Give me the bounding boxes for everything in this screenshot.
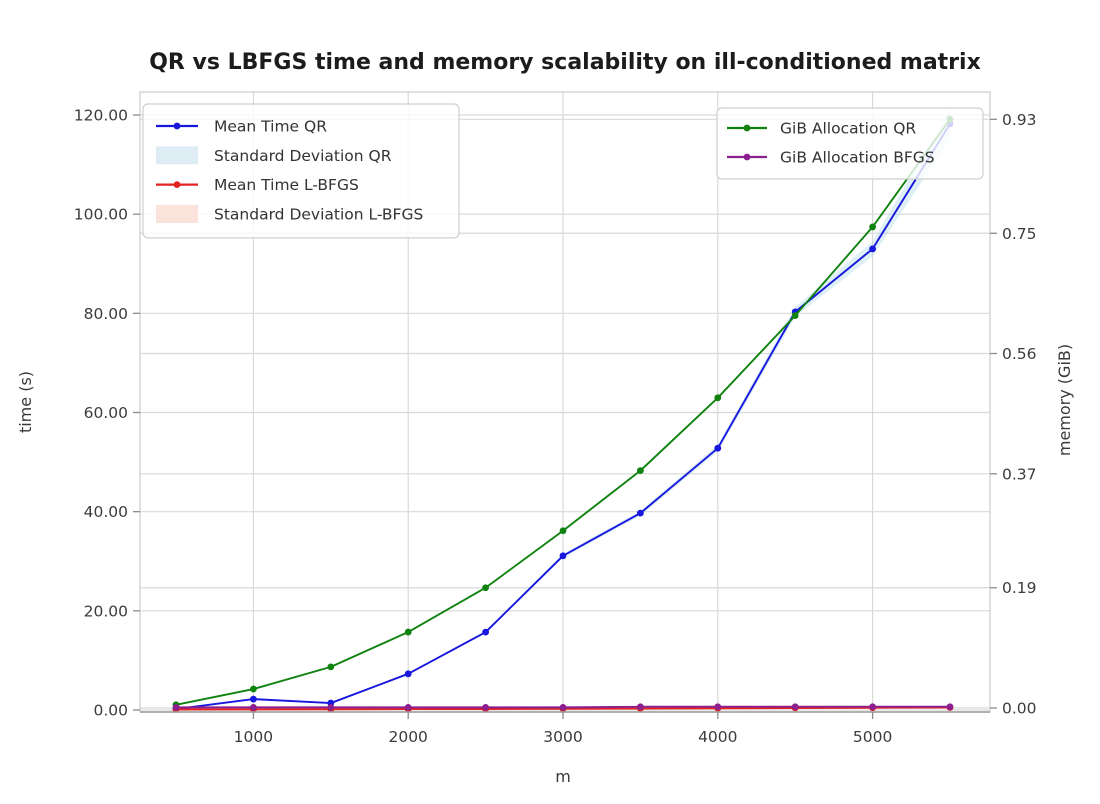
y-left-tick-label: 120.00 [74,107,128,125]
y-left-tick-label: 20.00 [84,602,128,620]
chart-title: QR vs LBFGS time and memory scalability … [149,50,981,75]
y-right-tick-label: 0.93 [1002,111,1037,129]
x-tick-label: 5000 [853,728,892,746]
y-right-tick-label: 0.19 [1002,579,1037,597]
legend-marker-dot [173,122,181,130]
y-left-tick-label: 80.00 [84,305,128,323]
x-tick-label: 3000 [543,728,582,746]
legend-marker-dot [743,124,751,132]
data-point [869,245,876,253]
x-axis-label: m [555,767,571,786]
data-point [482,628,489,636]
legend-marker-dot [743,153,751,161]
data-point [482,584,489,592]
data-point [791,312,799,319]
data-point [250,695,257,703]
data-point [250,685,257,693]
legend-marker-dot [173,181,181,189]
plot-border [139,91,991,713]
data-point [946,703,954,711]
y-right-tick-label: 0.00 [1002,700,1037,718]
legend-item-label: Standard Deviation L-BFGS [214,205,423,223]
data-point [637,509,644,517]
y-right-axis-label: memory (GiB) [1055,344,1074,456]
y-right-tick-label: 0.75 [1002,225,1037,243]
data-point [869,703,876,711]
y-left-axis-label: time (s) [16,371,35,433]
x-tick-label: 1000 [234,728,273,746]
x-tick-label: 4000 [698,728,737,746]
data-point [714,703,722,711]
legend-item-label: GiB Allocation BFGS [780,149,935,167]
legend-patch-swatch [156,204,198,223]
legend-item-label: Mean Time QR [214,118,327,136]
legend-item-label: Mean Time L-BFGS [214,176,359,194]
y-left-tick-label: 0.00 [93,702,128,720]
data-point [559,527,567,535]
data-point [714,444,722,452]
data-point [559,703,567,711]
data-point [404,670,412,678]
axis-ticks: 1000 2000 3000 4000 5000 0.00 20.00 40.00 60.00 8… [74,107,1037,746]
data-point [327,663,335,671]
y-left-tick-label: 40.00 [84,503,128,521]
legend-box-left [142,103,460,239]
y-left-tick-label: 100.00 [74,206,128,224]
legend-box-right [716,107,984,180]
legend-patch-swatch [156,146,198,165]
data-point [404,703,412,711]
data-series [172,109,954,713]
data-point [714,394,722,402]
y-right-tick-label: 0.56 [1002,345,1037,363]
data-point [172,703,180,711]
data-point [250,703,257,711]
legends: Mean Time QR Standard Deviation QR Mean Ti… [142,103,984,239]
data-point [637,703,644,711]
data-point [404,628,412,636]
legend-item-label: GiB Allocation QR [780,120,916,138]
data-point [869,223,876,231]
legend-item-label: Standard Deviation QR [214,147,392,165]
data-point [791,703,799,711]
data-point [482,703,489,711]
data-point [559,552,567,560]
y-right-tick-label: 0.37 [1002,465,1037,483]
y-left-tick-label: 60.00 [84,404,128,422]
x-tick-label: 2000 [388,728,427,746]
data-point [637,467,644,475]
data-point [327,703,335,711]
